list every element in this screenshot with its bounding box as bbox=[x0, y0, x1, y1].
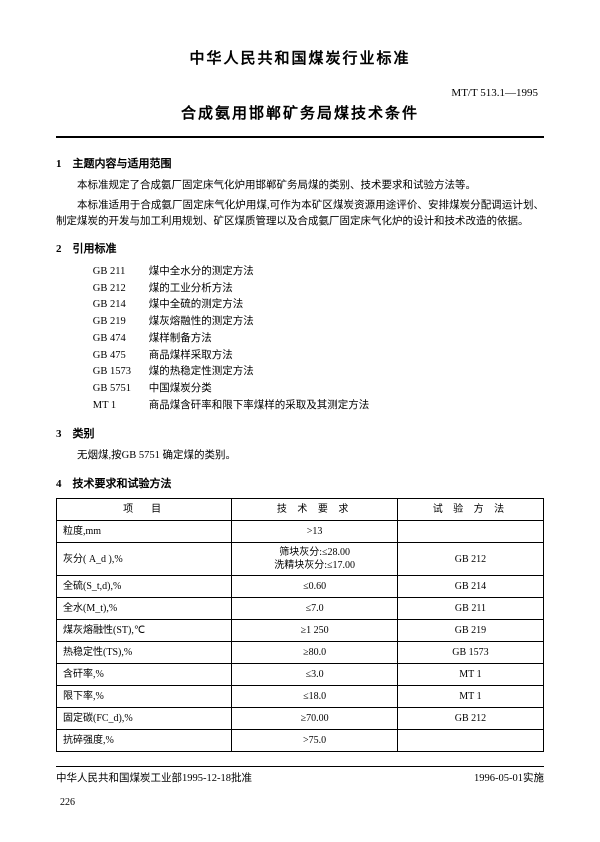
section-3-p1: 无烟煤,按GB 5751 确定煤的类别。 bbox=[56, 448, 544, 464]
title-rule bbox=[56, 136, 544, 138]
reference-item: GB 1573煤的热稳定性测定方法 bbox=[93, 364, 544, 380]
doc-title: 合成氨用邯郸矿务局煤技术条件 bbox=[56, 103, 544, 126]
table-row: 灰分( A_d ),%筛块灰分:≤28.00洗精块灰分:≤17.00GB 212 bbox=[57, 543, 544, 576]
page-number: 226 bbox=[60, 795, 544, 810]
th-method: 试 验 方 法 bbox=[397, 499, 543, 521]
org-title: 中华人民共和国煤炭行业标准 bbox=[56, 48, 544, 71]
reference-list: GB 211煤中全水分的测定方法GB 212煤的工业分析方法GB 214煤中全硫… bbox=[93, 264, 544, 414]
table-row: 含矸率,%≤3.0MT 1 bbox=[57, 664, 544, 686]
standard-code: MT/T 513.1—1995 bbox=[56, 85, 544, 102]
reference-item: GB 211煤中全水分的测定方法 bbox=[93, 264, 544, 280]
table-row: 热稳定性(TS),%≥80.0GB 1573 bbox=[57, 642, 544, 664]
table-row: 粒度,mm>13 bbox=[57, 521, 544, 543]
spec-table: 项 目 技 术 要 求 试 验 方 法 粒度,mm>13灰分( A_d ),%筛… bbox=[56, 498, 544, 752]
reference-item: GB 219煤灰熔融性的测定方法 bbox=[93, 314, 544, 330]
table-row: 全硫(S_t,d),%≤0.60GB 214 bbox=[57, 576, 544, 598]
reference-item: GB 474煤样制备方法 bbox=[93, 331, 544, 347]
reference-item: MT 1商品煤含矸率和限下率煤样的采取及其测定方法 bbox=[93, 398, 544, 414]
section-1-head: 1 主题内容与适用范围 bbox=[56, 156, 544, 173]
th-req: 技 术 要 求 bbox=[232, 499, 398, 521]
section-2-head: 2 引用标准 bbox=[56, 241, 544, 258]
table-header-row: 项 目 技 术 要 求 试 验 方 法 bbox=[57, 499, 544, 521]
approval-text: 中华人民共和国煤炭工业部1995-12-18批准 bbox=[56, 771, 252, 787]
table-row: 全水(M_t),%≤7.0GB 211 bbox=[57, 598, 544, 620]
table-row: 煤灰熔融性(ST),℃≥1 250GB 219 bbox=[57, 620, 544, 642]
reference-item: GB 214煤中全硫的测定方法 bbox=[93, 297, 544, 313]
section-1-p1: 本标准规定了合成氨厂固定床气化炉用邯郸矿务局煤的类别、技术要求和试验方法等。 bbox=[56, 178, 544, 194]
table-row: 固定碳(FC_d),%≥70.00GB 212 bbox=[57, 708, 544, 730]
reference-item: GB 212煤的工业分析方法 bbox=[93, 281, 544, 297]
footer: 中华人民共和国煤炭工业部1995-12-18批准 1996-05-01实施 22… bbox=[56, 766, 544, 810]
th-item: 项 目 bbox=[57, 499, 232, 521]
reference-item: GB 475商品煤样采取方法 bbox=[93, 348, 544, 364]
section-3-head: 3 类别 bbox=[56, 426, 544, 443]
section-1-p2: 本标准适用于合成氨厂固定床气化炉用煤,可作为本矿区煤炭资源用途评价、安排煤炭分配… bbox=[56, 198, 544, 230]
table-row: 限下率,%≤18.0MT 1 bbox=[57, 686, 544, 708]
section-4-head: 4 技术要求和试验方法 bbox=[56, 476, 544, 493]
effective-text: 1996-05-01实施 bbox=[474, 771, 544, 787]
table-row: 抗碎强度,%>75.0 bbox=[57, 730, 544, 752]
reference-item: GB 5751中国煤炭分类 bbox=[93, 381, 544, 397]
